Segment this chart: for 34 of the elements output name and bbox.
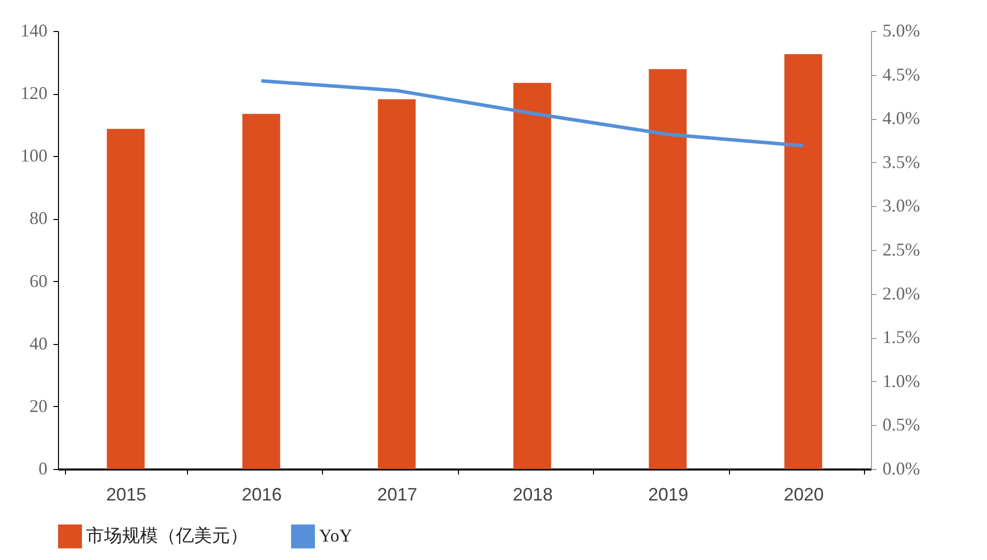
y2-tick-label: 1.5% xyxy=(882,327,920,348)
y2-tick-label: 3.5% xyxy=(882,152,920,172)
bar xyxy=(242,114,280,469)
y-tick-label: 100 xyxy=(20,146,48,166)
x-tick-label: 2016 xyxy=(242,484,282,504)
y2-tick-label: 5.0% xyxy=(882,20,920,40)
y2-tick-label: 0.5% xyxy=(882,414,920,435)
legend-label: 市场规模（亿美元） xyxy=(86,525,248,546)
x-tick-label: 2017 xyxy=(377,484,418,504)
y-tick-label: 60 xyxy=(30,270,48,291)
bar xyxy=(106,128,145,469)
y2-tick-label: 3.0% xyxy=(882,196,920,216)
y-tick-label: 0 xyxy=(38,458,48,478)
line-series xyxy=(260,79,805,148)
bar xyxy=(648,69,687,469)
bar xyxy=(784,54,822,469)
y2-tick-label: 4.0% xyxy=(882,108,920,128)
x-tick-label: 2019 xyxy=(648,484,688,504)
y-tick-label: 80 xyxy=(30,208,48,228)
y2-tick-label: 4.5% xyxy=(882,64,920,84)
bar xyxy=(513,82,552,469)
y-tick-label: 140 xyxy=(20,20,48,40)
x-tick-label: 2020 xyxy=(784,484,824,504)
y-tick-label: 20 xyxy=(30,396,48,416)
y-tick-label: 120 xyxy=(20,83,48,104)
x-tick-label: 2018 xyxy=(512,484,553,504)
legend-label: YoY xyxy=(319,525,352,546)
bar xyxy=(378,99,416,469)
y2-tick-label: 0.0% xyxy=(882,458,920,478)
x-tick-label: 2015 xyxy=(106,484,146,504)
y2-tick-label: 2.0% xyxy=(882,283,920,304)
y-tick-label: 40 xyxy=(30,333,48,354)
y2-tick-label: 2.5% xyxy=(882,240,920,260)
y2-tick-label: 1.0% xyxy=(882,370,920,391)
